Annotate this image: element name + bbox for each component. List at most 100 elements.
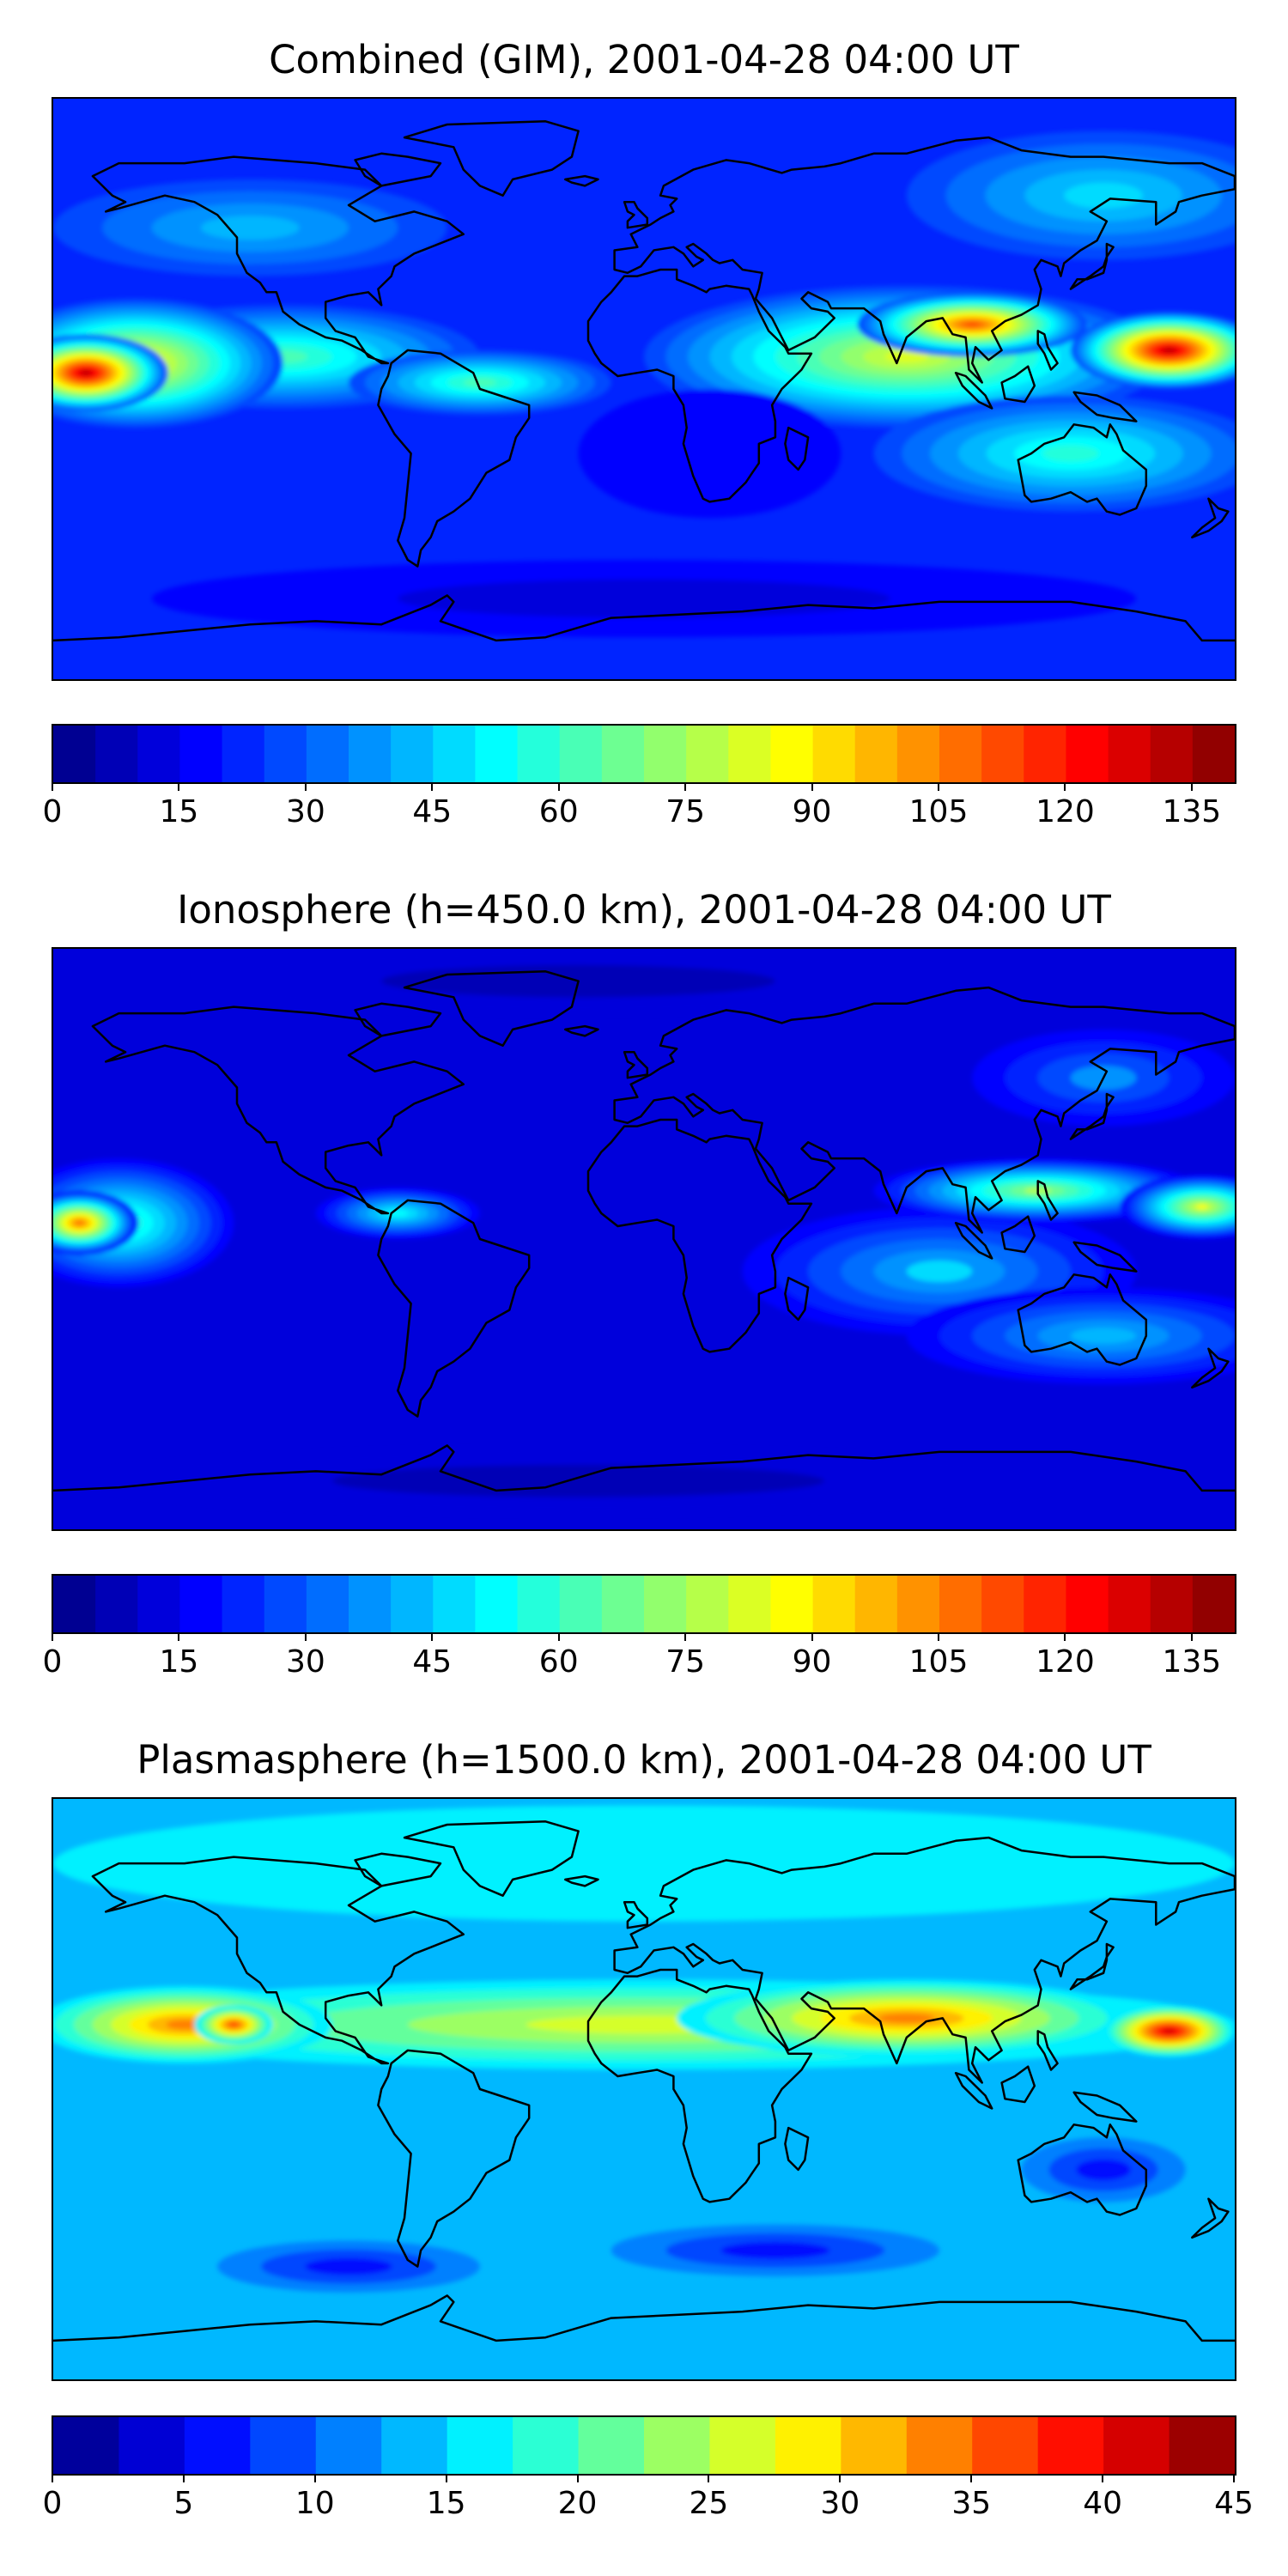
- tick-label: 135: [1162, 1644, 1222, 1680]
- colorbar: [52, 1574, 1236, 1634]
- tick-label: 60: [538, 794, 579, 829]
- coastline-africa: [586, 268, 813, 503]
- colorbar-swatch: [517, 726, 561, 782]
- tick-label: 45: [412, 1644, 453, 1680]
- colorbar-swatch: [513, 2417, 580, 2474]
- colorbar-swatch: [137, 726, 181, 782]
- colorbar-swatch: [770, 726, 814, 782]
- tick-mark: [431, 1632, 434, 1641]
- tick-label: 15: [159, 1644, 199, 1680]
- colorbar-swatch: [391, 1576, 434, 1632]
- coastline-australia: [1017, 423, 1148, 516]
- coastline-new-guinea: [1072, 391, 1138, 422]
- contour-level: [965, 322, 979, 326]
- tick-label: 20: [557, 2486, 598, 2521]
- contour-level: [906, 1261, 973, 1283]
- tick-label: 10: [295, 2486, 335, 2521]
- chart-title: Combined (GIM), 2001-04-28 04:00 UT: [269, 37, 1019, 82]
- coastline-north-america: [91, 1005, 465, 1215]
- coastline-philippines: [1036, 330, 1059, 371]
- coastline-japan: [1069, 1942, 1115, 1990]
- tick-label: 120: [1036, 794, 1095, 829]
- tick-mark: [304, 1632, 307, 1641]
- tick-label: 45: [1214, 2486, 1254, 2521]
- coastline-uk: [623, 1050, 649, 1079]
- coastline-uk: [623, 200, 649, 229]
- tick-label: 0: [42, 794, 63, 829]
- tick-mark: [811, 782, 813, 791]
- coastline-new-zealand: [1191, 2197, 1230, 2239]
- coastline-south-america: [377, 349, 531, 568]
- coastline-australia: [1017, 1273, 1148, 1366]
- contour-level: [229, 2022, 239, 2027]
- coastline-new-zealand: [1191, 497, 1230, 539]
- colorbar-swatch: [517, 1576, 561, 1632]
- colorbar-swatch: [1108, 726, 1151, 782]
- colorbar-swatch: [896, 726, 940, 782]
- coastline-north-america: [91, 1856, 465, 2065]
- coastline-greenland: [403, 120, 580, 197]
- contour-level: [305, 2257, 392, 2275]
- tick-mark: [684, 1632, 687, 1641]
- tick-label: 5: [173, 2486, 194, 2521]
- contour-level: [1070, 1327, 1137, 1345]
- tick-mark: [445, 2474, 447, 2482]
- coastline-baffin-island: [354, 1002, 442, 1037]
- colorbar-swatch: [53, 726, 96, 782]
- colorbar-swatch: [222, 1576, 265, 1632]
- colorbar-swatch: [222, 726, 265, 782]
- colorbar-swatch: [1192, 726, 1235, 782]
- colorbar-swatch: [812, 1576, 856, 1632]
- contour-level: [578, 389, 841, 519]
- tick-label: 15: [159, 794, 199, 829]
- contour-level: [463, 378, 496, 387]
- colorbar-swatch: [981, 726, 1024, 782]
- colorbar-swatch: [433, 1576, 477, 1632]
- tick-label: 15: [426, 2486, 466, 2521]
- coastline-eurasia: [613, 136, 1235, 384]
- coastline-iceland: [564, 1874, 599, 1887]
- colorbar-swatch: [475, 726, 519, 782]
- colorbar-swatch: [854, 726, 898, 782]
- heatmap-map: [52, 97, 1236, 681]
- colorbar-swatch: [709, 2417, 776, 2474]
- colorbar-swatch: [1108, 1576, 1151, 1632]
- contour-level: [76, 1221, 83, 1225]
- colorbar-swatch: [1066, 1576, 1109, 1632]
- colorbar-swatch: [447, 2417, 513, 2474]
- colorbar: [52, 724, 1236, 784]
- colorbar-swatch: [381, 2417, 448, 2474]
- coastline-greenland: [403, 1820, 580, 1897]
- colorbar-swatch: [391, 726, 434, 782]
- heatmap-map: [52, 1797, 1236, 2381]
- coastline-eurasia: [613, 1836, 1235, 2084]
- coastline-japan: [1069, 1092, 1115, 1140]
- colorbar-swatch: [349, 726, 392, 782]
- tick-mark: [52, 2474, 53, 2482]
- field-contours: [53, 131, 1235, 638]
- coastline-africa: [586, 1118, 813, 1353]
- coastline-africa: [586, 1968, 813, 2203]
- colorbar-swatch: [1169, 2417, 1235, 2474]
- colorbar-swatch: [53, 1576, 96, 1632]
- tick-label: 105: [908, 794, 969, 829]
- colorbar-swatch: [601, 726, 645, 782]
- colorbar-swatch: [686, 726, 729, 782]
- colorbar-swatch: [939, 726, 982, 782]
- colorbar-swatch: [53, 2417, 120, 2474]
- contour-level: [878, 2013, 936, 2024]
- colorbar-swatch: [306, 726, 349, 782]
- tick-label: 135: [1162, 794, 1222, 829]
- colorbar-swatch: [854, 1576, 898, 1632]
- colorbar-swatch: [559, 1576, 603, 1632]
- coastline-new-zealand: [1191, 1347, 1230, 1389]
- tick-mark: [684, 782, 687, 791]
- colorbar-swatch: [972, 2417, 1039, 2474]
- coastline-eurasia: [613, 986, 1235, 1234]
- tick-mark: [1064, 782, 1066, 791]
- tick-label: 25: [689, 2486, 729, 2521]
- colorbar-ticks: 0 15 30 45 60 75 90 105 120 135: [43, 782, 1236, 834]
- colorbar-swatch: [578, 2417, 645, 2474]
- contour-level: [331, 1464, 825, 1498]
- tick-label: 75: [665, 794, 706, 829]
